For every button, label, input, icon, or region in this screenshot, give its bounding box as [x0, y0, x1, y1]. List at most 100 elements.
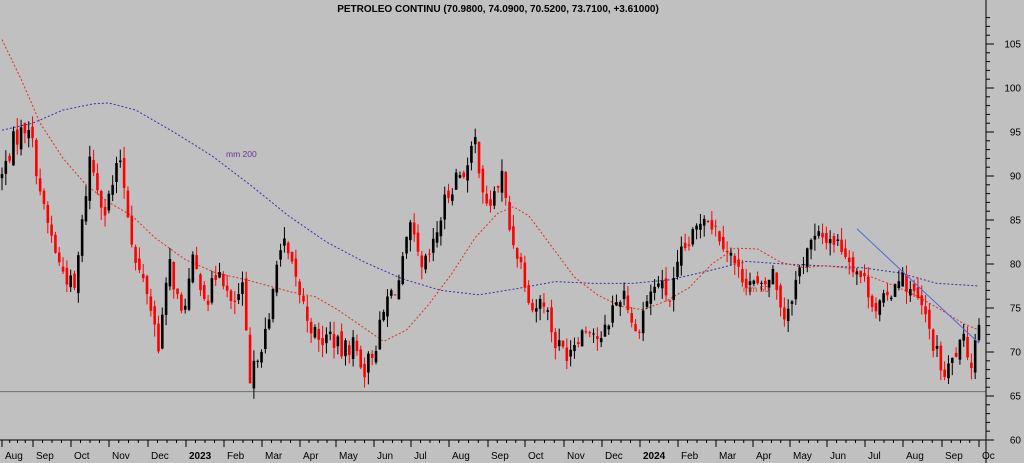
- candle: [416, 224, 420, 257]
- candle: [275, 260, 279, 297]
- candle: [496, 185, 500, 193]
- y-tick-label: 80: [1010, 260, 1022, 271]
- candle: [565, 338, 569, 370]
- candle: [19, 119, 23, 156]
- candle: [382, 309, 385, 322]
- candle: [15, 118, 19, 155]
- x-tick-label: Apr: [303, 451, 319, 462]
- candle: [867, 267, 870, 309]
- candle: [645, 295, 649, 309]
- candle: [397, 274, 401, 300]
- candle: [435, 221, 439, 248]
- x-tick-label: Aug: [5, 451, 23, 462]
- candle: [783, 297, 786, 327]
- candle: [73, 270, 76, 291]
- candle: [199, 272, 202, 297]
- candle: [283, 227, 286, 253]
- candle: [664, 267, 668, 302]
- candle: [92, 149, 95, 177]
- y-tick-label: 65: [1010, 392, 1022, 403]
- candle: [767, 279, 771, 298]
- x-tick-label: Oct: [528, 451, 544, 462]
- candle: [466, 157, 469, 193]
- candle: [641, 301, 645, 342]
- candle: [138, 247, 141, 274]
- candle: [401, 252, 405, 286]
- candles-layer: [0, 116, 981, 399]
- candle: [57, 246, 61, 266]
- candle: [443, 186, 447, 230]
- x-tick-label: Nov: [112, 451, 130, 462]
- candle: [886, 283, 889, 301]
- candle: [542, 293, 546, 314]
- candle: [103, 199, 107, 227]
- candle: [844, 239, 847, 260]
- candle: [42, 188, 46, 210]
- candle: [958, 339, 962, 365]
- candle: [512, 214, 515, 249]
- candle: [115, 156, 118, 194]
- annotations-layer: mm 200 mm 50: [226, 149, 769, 294]
- candle: [519, 252, 523, 270]
- candle: [779, 283, 782, 317]
- x-tick-label: Feb: [681, 451, 699, 462]
- x-tick-label: Sep: [491, 451, 509, 462]
- ma200-layer: [1, 102, 980, 296]
- candle: [0, 167, 4, 191]
- candle: [111, 175, 114, 202]
- candle: [561, 340, 565, 349]
- candle: [54, 231, 57, 254]
- candle: [241, 271, 244, 306]
- candle: [210, 270, 214, 305]
- candle: [149, 288, 153, 317]
- candle: [680, 236, 683, 276]
- candle: [851, 251, 855, 278]
- candle: [141, 263, 145, 283]
- candle: [340, 323, 343, 359]
- candle: [302, 288, 305, 305]
- candle: [599, 331, 603, 348]
- candle: [107, 190, 111, 214]
- candle: [489, 190, 492, 213]
- x-tick-label: 2024: [643, 451, 666, 462]
- candle: [405, 236, 408, 259]
- candle: [386, 289, 389, 328]
- candle: [500, 159, 504, 202]
- candle: [962, 323, 966, 347]
- candle: [279, 243, 282, 267]
- candle: [695, 223, 698, 240]
- candle: [271, 287, 275, 323]
- candle: [977, 318, 981, 342]
- candle: [534, 299, 538, 323]
- x-tick-label: Oc: [982, 451, 995, 462]
- candle: [943, 361, 946, 381]
- candle: [306, 295, 309, 333]
- candle: [347, 340, 351, 364]
- candle: [431, 227, 435, 262]
- candle: [8, 153, 11, 164]
- candle: [714, 219, 717, 237]
- candle: [355, 334, 359, 356]
- candle: [691, 227, 695, 247]
- candle: [817, 225, 821, 239]
- candle: [931, 328, 935, 358]
- candle: [214, 265, 218, 287]
- candle: [218, 262, 221, 279]
- candle: [222, 271, 225, 290]
- candle: [50, 215, 53, 243]
- candle: [935, 335, 939, 358]
- candle: [195, 246, 198, 270]
- y-tick-label: 100: [1004, 84, 1021, 95]
- x-tick-label: May: [339, 451, 358, 462]
- candle: [699, 213, 702, 239]
- chart-title: PETROLEO CONTINU (70.9800, 74.0900, 70.5…: [337, 4, 659, 15]
- candle: [344, 338, 347, 366]
- candle: [794, 270, 798, 305]
- candle: [546, 307, 550, 321]
- candle: [168, 247, 172, 291]
- candle: [164, 277, 168, 326]
- y-tick-label: 85: [1010, 216, 1022, 227]
- candle: [909, 280, 912, 302]
- candle: [950, 357, 954, 376]
